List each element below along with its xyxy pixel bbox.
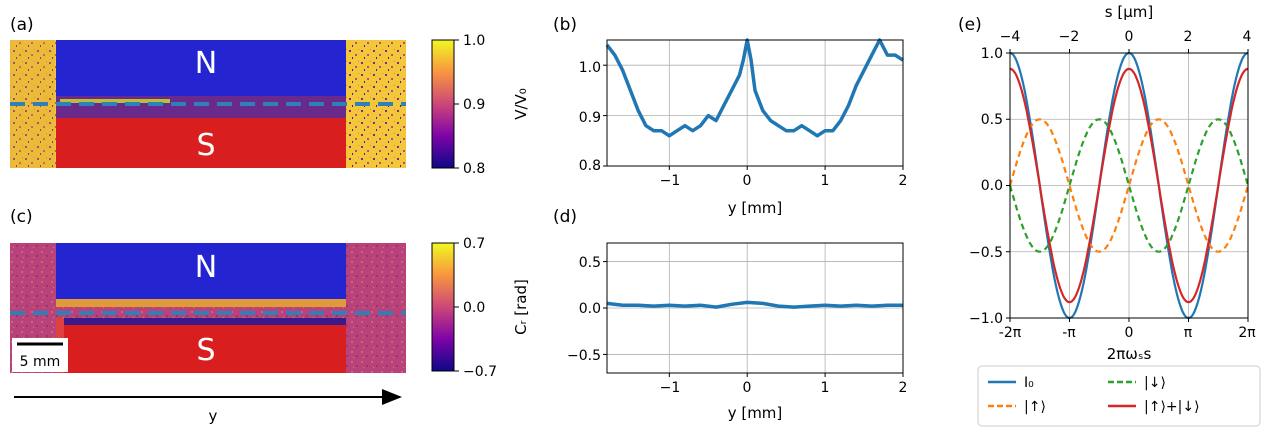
legend-box [977,365,1261,427]
chart-d-series-line [606,300,903,309]
colorbar-a-tick: 1.0 [463,33,485,49]
map-c-north-magnet [56,243,346,299]
colorbar-a-tick: 0.9 [463,97,485,113]
panel-label-b: (b) [553,15,577,35]
chart-b-xlabel: y [mm] [728,199,783,217]
chart-b-ytick: 0.9 [579,110,601,126]
colorbar-a-label: V/V₀ [512,88,530,120]
chart-e-top-xtick: −2 [1059,29,1080,45]
colorbar-c-tick: 0.0 [463,300,485,316]
panel-label-c: (c) [10,207,33,227]
chart-e-xtick: 0 [1125,325,1134,341]
chart-d-xtick: 0 [743,380,752,396]
map-a-south-label: S [196,128,215,163]
colorbar-c-label: Cᵣ [rad] [512,279,530,335]
map-c: (c) N S 5 mm [10,207,406,373]
chart-b-xtick: −1 [660,173,681,189]
arrow-label: y [209,407,218,425]
chart-e-ytick: 1.0 [981,46,1003,62]
chart-d-xtick: 2 [899,380,908,396]
chart-e-top-xtick: 2 [1184,29,1193,45]
colorbar-a-tick: 0.8 [463,161,485,177]
chart-b-grid [607,40,904,167]
chart-e-top-xtick: 0 [1125,29,1134,45]
map-a-gap-stripe [60,99,170,103]
map-c-dark-edge [56,318,346,325]
map-c-south-label: S [196,333,215,368]
chart-e-xtick: -π [1062,325,1076,341]
colorbar-c-gradient [431,242,455,372]
chart-d-xtick: −1 [660,380,681,396]
chart-b: (b) 0.8 0.9 1.0 −1 0 1 2 y [mm] [553,15,907,217]
chart-e-xtick: -2π [999,325,1022,341]
scalebar-label: 5 mm [20,354,61,370]
chart-e-line-sum [1009,67,1249,304]
map-c-north-label: N [195,250,217,285]
chart-b-xtick: 1 [821,173,830,189]
chart-b-frame [606,39,904,167]
chart-b-ytick: 0.8 [579,158,601,174]
chart-d: (d) −0.5 0.0 0.5 −1 0 1 2 y [mm] [553,207,907,422]
panel-label-d: (d) [553,207,577,227]
chart-e-xtick: π [1184,325,1193,341]
chart-d-xlabel: y [mm] [728,404,783,422]
map-a-north-magnet [56,40,346,96]
chart-e-xlabel: 2πωₛs [1107,345,1152,363]
chart-b-ytick: 1.0 [579,60,601,76]
legend-label-up: |↑⟩ [1024,399,1046,415]
chart-e-top-xlabel: s [μm] [1105,3,1153,21]
chart-e-top-xtick: 4 [1243,29,1252,45]
colorbar-a-gradient [431,39,455,169]
chart-e-ytick: 0.0 [981,178,1003,194]
chart-d-xtick: 1 [821,380,830,396]
map-a-south-magnet [56,118,346,168]
chart-e-ytick: −0.5 [969,245,1003,261]
chart-e-ytick: −1.0 [969,311,1003,327]
panel-label-a: (a) [10,15,34,35]
legend-label-i0: I₀ [1024,375,1034,391]
chart-b-xtick: 2 [899,173,908,189]
chart-e-legend: I₀ |↑⟩ |↓⟩ |↑⟩+|↓⟩ [977,365,1261,427]
map-a-north-label: N [195,46,217,81]
colorbar-c-tick: −0.7 [463,364,497,380]
chart-e-xtick: 2π [1238,325,1256,341]
chart-e-ytick: 0.5 [981,112,1003,128]
map-c-south-magnet [56,325,346,373]
chart-b-series-line [605,38,904,138]
colorbar-a: 1.0 0.9 0.8 V/V₀ [431,33,530,177]
map-c-gap-stripe [56,299,346,307]
chart-e-grid [1009,52,1249,319]
chart-d-ytick: 0.0 [579,301,601,317]
colorbar-c-tick: 0.7 [463,236,485,252]
legend-label-sum: |↑⟩+|↓⟩ [1144,399,1200,415]
chart-e: (e) s [μm] −4 −2 0 2 4 −1.0 −0.5 0.0 0.5… [958,3,1261,427]
chart-d-ytick: 0.5 [579,255,601,271]
legend-label-down: |↓⟩ [1144,375,1166,391]
chart-d-ytick: −0.5 [567,348,601,364]
colorbar-c: 0.7 0.0 −0.7 Cᵣ [rad] [431,236,530,380]
map-a: (a) N S [10,15,406,168]
chart-e-top-xtick: −4 [1000,29,1021,45]
y-axis-arrow: y [14,389,402,425]
chart-b-xtick: 0 [743,173,752,189]
panel-label-e: (e) [958,15,982,35]
chart-d-grid [607,243,904,373]
